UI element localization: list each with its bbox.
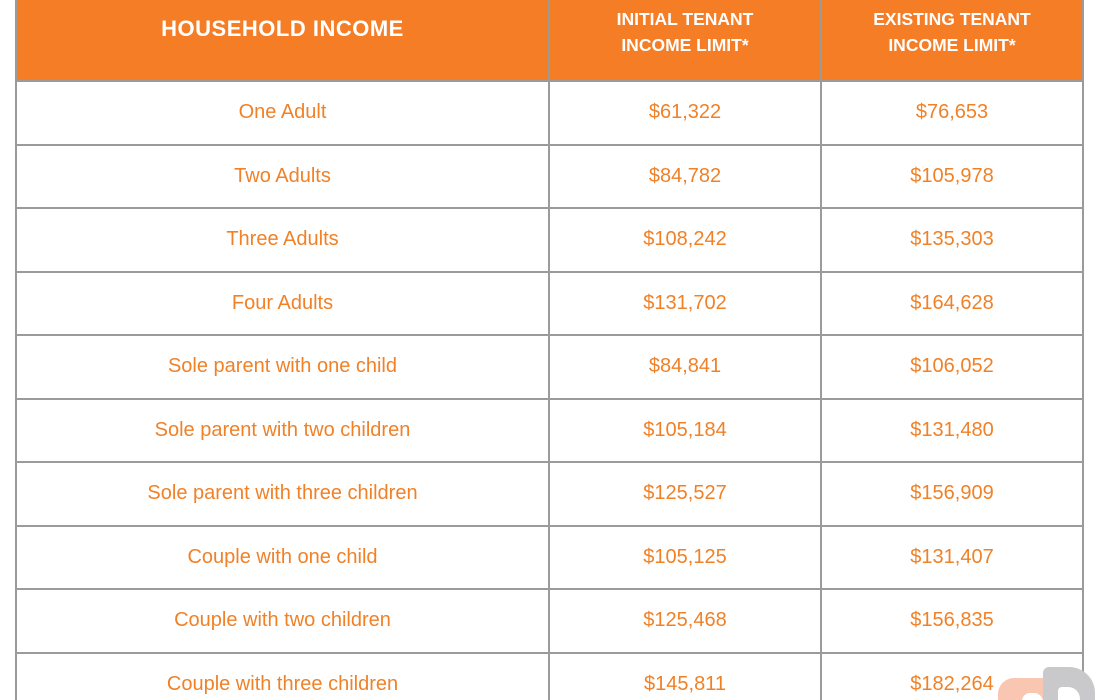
household-cell: Four Adults [15, 270, 550, 336]
household-cell: Couple with one child [15, 524, 550, 590]
table-row: One Adult $61,322 $76,653 [15, 80, 1084, 146]
initial-limit-cell: $84,841 [548, 334, 822, 400]
household-cell: Couple with two children [15, 588, 550, 654]
table-row: Three Adults $108,242 $135,303 [15, 207, 1084, 273]
table-row: Sole parent with two children $105,184 $… [15, 397, 1084, 463]
existing-limit-cell: $182,264 [820, 651, 1084, 700]
household-cell: One Adult [15, 80, 550, 146]
initial-limit-cell: $61,322 [548, 80, 822, 146]
income-limits-table: HOUSEHOLD INCOME INITIAL TENANT INCOME L… [15, 0, 1084, 700]
table-header-row: HOUSEHOLD INCOME INITIAL TENANT INCOME L… [15, 0, 1084, 82]
table-row: Four Adults $131,702 $164,628 [15, 270, 1084, 336]
table-row: Couple with one child $105,125 $131,407 [15, 524, 1084, 590]
table-row: Couple with two children $125,468 $156,8… [15, 588, 1084, 654]
initial-limit-cell: $131,702 [548, 270, 822, 336]
existing-limit-cell: $164,628 [820, 270, 1084, 336]
table-row: Sole parent with three children $125,527… [15, 461, 1084, 527]
initial-limit-cell: $145,811 [548, 651, 822, 700]
household-cell: Three Adults [15, 207, 550, 273]
existing-limit-cell: $156,909 [820, 461, 1084, 527]
header-household-income: HOUSEHOLD INCOME [15, 0, 550, 82]
household-cell: Sole parent with two children [15, 397, 550, 463]
household-cell: Sole parent with three children [15, 461, 550, 527]
header-existing-tenant-income-limit: EXISTING TENANT INCOME LIMIT* [820, 0, 1084, 82]
watermark-letter-icon [1043, 667, 1095, 700]
initial-limit-cell: $125,468 [548, 588, 822, 654]
initial-limit-cell: $84,782 [548, 143, 822, 209]
household-cell: Sole parent with one child [15, 334, 550, 400]
existing-limit-cell: $106,052 [820, 334, 1084, 400]
existing-limit-cell: $105,978 [820, 143, 1084, 209]
existing-limit-cell: $131,480 [820, 397, 1084, 463]
household-cell: Two Adults [15, 143, 550, 209]
existing-limit-cell: $131,407 [820, 524, 1084, 590]
existing-limit-cell: $135,303 [820, 207, 1084, 273]
table-row: Sole parent with one child $84,841 $106,… [15, 334, 1084, 400]
table-row: Couple with three children $145,811 $182… [15, 651, 1084, 700]
header-initial-tenant-income-limit: INITIAL TENANT INCOME LIMIT* [548, 0, 822, 82]
initial-limit-cell: $108,242 [548, 207, 822, 273]
existing-limit-cell: $76,653 [820, 80, 1084, 146]
income-limits-table-container: HOUSEHOLD INCOME INITIAL TENANT INCOME L… [15, 0, 1084, 700]
existing-limit-cell: $156,835 [820, 588, 1084, 654]
household-cell: Couple with three children [15, 651, 550, 700]
initial-limit-cell: $105,125 [548, 524, 822, 590]
table-row: Two Adults $84,782 $105,978 [15, 143, 1084, 209]
initial-limit-cell: $105,184 [548, 397, 822, 463]
initial-limit-cell: $125,527 [548, 461, 822, 527]
